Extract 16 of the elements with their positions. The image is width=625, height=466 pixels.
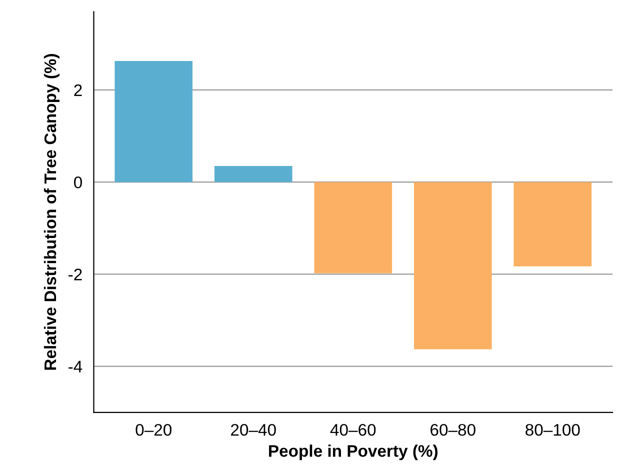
x-tick-label: 40–60 <box>330 424 376 436</box>
y-tick-label: 0 <box>74 176 82 188</box>
bar <box>214 166 292 182</box>
bar <box>514 182 592 266</box>
y-tick-label: -4 <box>68 360 82 372</box>
x-axis-title: People in Poverty (%) <box>269 444 438 460</box>
x-tick-label: 20–40 <box>231 424 276 436</box>
x-tick-label: 80–100 <box>526 424 580 436</box>
bar <box>114 60 193 182</box>
x-tick-label: 0–20 <box>136 424 172 436</box>
y-axis-title: Relative Distribution of Tree Canopy (%) <box>44 54 60 370</box>
y-tick-label: 2 <box>74 84 82 96</box>
y-tick-label: -2 <box>68 268 82 280</box>
bar <box>314 182 392 274</box>
x-tick-label: 60–80 <box>430 424 476 436</box>
bar <box>414 182 492 350</box>
